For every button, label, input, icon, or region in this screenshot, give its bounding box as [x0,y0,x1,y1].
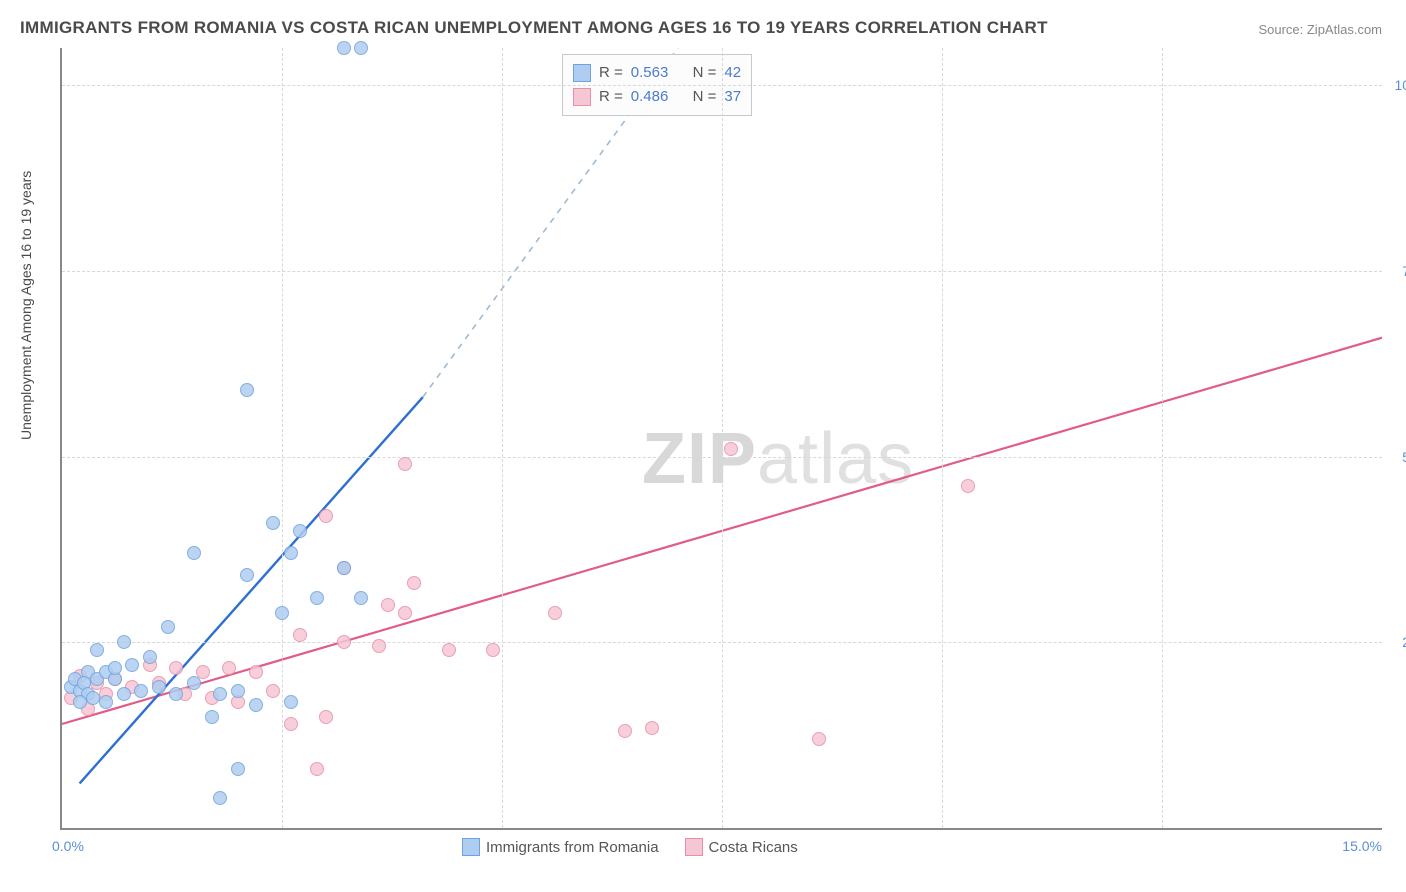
scatter-point-a [205,710,219,724]
scatter-point-a [231,762,245,776]
scatter-point-a [143,650,157,664]
legend-label-b: Costa Ricans [709,839,798,856]
scatter-point-a [231,684,245,698]
scatter-point-b [169,661,183,675]
legend-stats-row-a: R = 0.563 N = 42 [573,61,741,85]
gridline-v [942,48,943,828]
scatter-point-a [284,546,298,560]
scatter-point-b [319,710,333,724]
legend-label-a: Immigrants from Romania [486,839,659,856]
swatch-series-a [573,64,591,82]
scatter-point-b [812,732,826,746]
scatter-point-a [337,561,351,575]
gridline-v [1162,48,1163,828]
y-tick-label: 25.0% [1387,634,1406,650]
scatter-point-b [398,457,412,471]
scatter-point-a [249,698,263,712]
scatter-point-b [284,717,298,731]
scatter-point-a [240,568,254,582]
legend-item-a: Immigrants from Romania [462,838,659,856]
scatter-point-b [407,576,421,590]
scatter-point-b [222,661,236,675]
scatter-point-b [249,665,263,679]
scatter-point-a [134,684,148,698]
legend-stats-row-b: R = 0.486 N = 37 [573,85,741,109]
scatter-point-a [99,695,113,709]
scatter-point-b [724,442,738,456]
chart-title: IMMIGRANTS FROM ROMANIA VS COSTA RICAN U… [20,18,1048,38]
x-tick-min: 0.0% [52,838,84,854]
scatter-point-a [108,661,122,675]
y-tick-label: 75.0% [1387,263,1406,279]
scatter-point-b [310,762,324,776]
source-attribution: Source: ZipAtlas.com [1258,22,1382,37]
scatter-point-a [354,41,368,55]
scatter-point-a [284,695,298,709]
scatter-point-a [310,591,324,605]
x-tick-max: 15.0% [1342,838,1382,854]
scatter-point-a [117,635,131,649]
scatter-point-b [398,606,412,620]
gridline-v [282,48,283,828]
legend-item-b: Costa Ricans [685,838,798,856]
y-tick-label: 50.0% [1387,449,1406,465]
scatter-point-a [266,516,280,530]
scatter-point-b [618,724,632,738]
scatter-point-a [90,643,104,657]
watermark: ZIPatlas [642,418,914,500]
scatter-point-b [381,598,395,612]
scatter-point-a [161,620,175,634]
swatch-series-b [573,88,591,106]
scatter-point-a [213,687,227,701]
swatch-series-b-bottom [685,838,703,856]
scatter-point-a [86,691,100,705]
scatter-point-a [125,658,139,672]
scatter-point-a [187,676,201,690]
scatter-point-b [486,643,500,657]
gridline-v [502,48,503,828]
scatter-point-a [213,791,227,805]
scatter-point-b [319,509,333,523]
scatter-point-a [169,687,183,701]
y-tick-label: 100.0% [1387,77,1406,93]
scatter-point-a [187,546,201,560]
scatter-point-a [275,606,289,620]
scatter-point-b [266,684,280,698]
scatter-point-a [73,695,87,709]
scatter-point-b [337,635,351,649]
scatter-point-a [337,41,351,55]
scatter-point-a [152,680,166,694]
scatter-point-a [293,524,307,538]
y-axis-label: Unemployment Among Ages 16 to 19 years [18,171,34,440]
scatter-point-a [117,687,131,701]
bottom-legend: Immigrants from Romania Costa Ricans [462,838,798,856]
scatter-point-b [293,628,307,642]
scatter-point-b [372,639,386,653]
swatch-series-a-bottom [462,838,480,856]
scatter-point-b [645,721,659,735]
scatter-point-b [961,479,975,493]
scatter-point-b [442,643,456,657]
gridline-v [722,48,723,828]
scatter-point-b [548,606,562,620]
scatter-point-a [240,383,254,397]
scatter-point-a [354,591,368,605]
plot-area: ZIPatlas R = 0.563 N = 42 R = 0.486 N = … [60,48,1382,830]
